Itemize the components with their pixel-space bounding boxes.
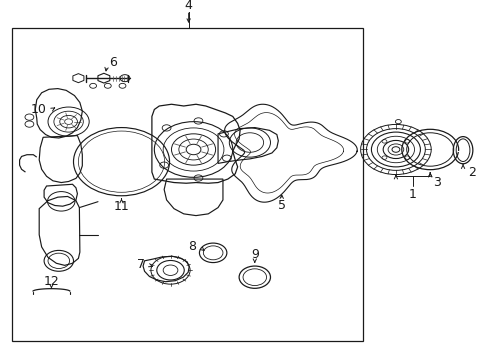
Bar	[12, 28, 363, 341]
Text: 8: 8	[188, 240, 196, 253]
Text: 7: 7	[137, 258, 145, 271]
Text: 9: 9	[251, 248, 259, 261]
Text: 11: 11	[114, 201, 129, 213]
Text: 4: 4	[185, 0, 193, 12]
Text: 10: 10	[30, 103, 46, 116]
Text: 5: 5	[278, 199, 286, 212]
Text: 12: 12	[44, 275, 59, 288]
Text: 1: 1	[409, 188, 417, 201]
Text: 2: 2	[468, 166, 476, 179]
Text: 3: 3	[433, 176, 441, 189]
Text: 6: 6	[109, 57, 117, 69]
